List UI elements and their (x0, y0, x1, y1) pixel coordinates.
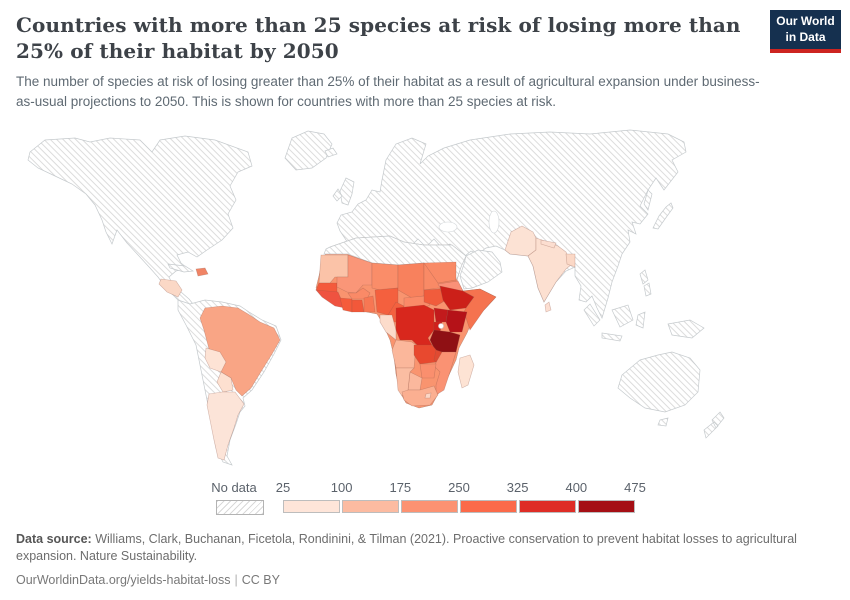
legend-tick-100: 100 (330, 480, 353, 495)
country-togo-benin[interactable] (363, 295, 376, 313)
country-angola[interactable] (391, 339, 417, 369)
region-indonesia-nodata[interactable] (583, 303, 646, 342)
region-japan-nodata[interactable] (652, 202, 674, 230)
country-south-africa[interactable] (401, 385, 439, 407)
region-greenland-nodata[interactable] (284, 130, 333, 171)
country-somalia[interactable] (462, 288, 497, 331)
chart-title: Countries with more than 25 species at r… (16, 13, 741, 63)
country-paraguay[interactable] (216, 371, 234, 393)
legend-tick-475: 475 (624, 480, 646, 495)
country-kenya[interactable] (445, 309, 468, 333)
black-sea (438, 221, 458, 233)
region-new-zealand-nodata[interactable] (703, 411, 725, 439)
country-argentina[interactable] (206, 391, 245, 461)
country-cote-divoire[interactable] (339, 297, 353, 313)
footer-separator: | (234, 572, 238, 587)
country-bangladesh[interactable] (565, 253, 576, 268)
country-niger[interactable] (371, 262, 399, 291)
region-arabia-nodata[interactable] (459, 249, 503, 290)
country-nepal[interactable] (540, 239, 557, 249)
legend-no-data-swatch[interactable] (216, 500, 264, 515)
footer-link-row: OurWorldinData.org/yields-habitat-loss | C… (16, 572, 816, 589)
legend-tick-175: 175 (389, 480, 412, 495)
chart-subtitle: The number of species at risk of losing … (16, 74, 760, 109)
region-north-america-nodata[interactable] (27, 135, 253, 308)
region-cuba-nodata[interactable] (167, 263, 195, 273)
country-zimbabwe[interactable] (419, 363, 437, 379)
legend-bin-1[interactable] (342, 500, 399, 513)
legend-bin-4[interactable] (519, 500, 576, 513)
country-guinea-group[interactable] (315, 289, 346, 309)
legend-tick-250: 250 (448, 480, 470, 495)
caspian-sea (488, 210, 500, 234)
owid-logo-line1: Our World (776, 13, 835, 28)
country-sri-lanka[interactable] (544, 301, 552, 313)
legend-color-bar (283, 500, 635, 513)
region-eurasia-nodata[interactable] (336, 129, 687, 319)
footer-link: OurWorldinData.org/yields-habitat-loss (16, 572, 231, 587)
owid-logo-line2: in Data (785, 29, 826, 44)
legend-no-data-label: No data (211, 480, 257, 495)
source-label: Data source: (16, 532, 92, 546)
country-south-sudan[interactable] (423, 288, 447, 307)
country-ghana[interactable] (351, 299, 365, 313)
source-line: Data source: Williams, Clark, Buchanan, … (16, 531, 816, 566)
country-india[interactable] (527, 237, 573, 303)
region-australia-nodata[interactable] (617, 351, 701, 427)
legend-tick-400: 400 (565, 480, 588, 495)
legend-bin-3[interactable] (460, 500, 517, 513)
legend-bin-0[interactable] (283, 500, 340, 513)
country-brazil[interactable] (199, 305, 281, 397)
legend-bin-2[interactable] (401, 500, 458, 513)
source-text: Williams, Clark, Buchanan, Ficetola, Ron… (16, 532, 797, 564)
legend-tick-325: 325 (506, 480, 529, 495)
country-honduras-nicaragua[interactable] (158, 278, 183, 298)
owid-logo: Our World in Data (770, 10, 841, 53)
license-label: CC BY (241, 572, 280, 587)
legend-tick-25: 25 (275, 480, 291, 495)
legend-tick-labels: 25 100 175 250 325 400 475 (276, 480, 646, 496)
map-legend: No data 25 100 175 250 325 400 475 (0, 478, 850, 518)
region-ireland-nodata[interactable] (332, 188, 343, 202)
country-madagascar[interactable] (457, 354, 475, 389)
country-uganda[interactable] (433, 307, 449, 323)
world-choropleth-map (27, 129, 725, 466)
region-philippines-nodata[interactable] (639, 269, 652, 297)
chart-footer: Data source: Williams, Clark, Buchanan, … (16, 531, 816, 589)
region-sakhalin-nodata[interactable] (643, 189, 653, 211)
country-lesotho[interactable] (424, 392, 432, 399)
country-hispaniola[interactable] (195, 267, 209, 277)
lake-victoria (438, 323, 444, 329)
region-uk-nodata[interactable] (339, 177, 355, 206)
region-new-guinea-nodata[interactable] (667, 319, 705, 339)
region-iceland-nodata[interactable] (324, 147, 338, 158)
legend-bin-5[interactable] (578, 500, 635, 513)
